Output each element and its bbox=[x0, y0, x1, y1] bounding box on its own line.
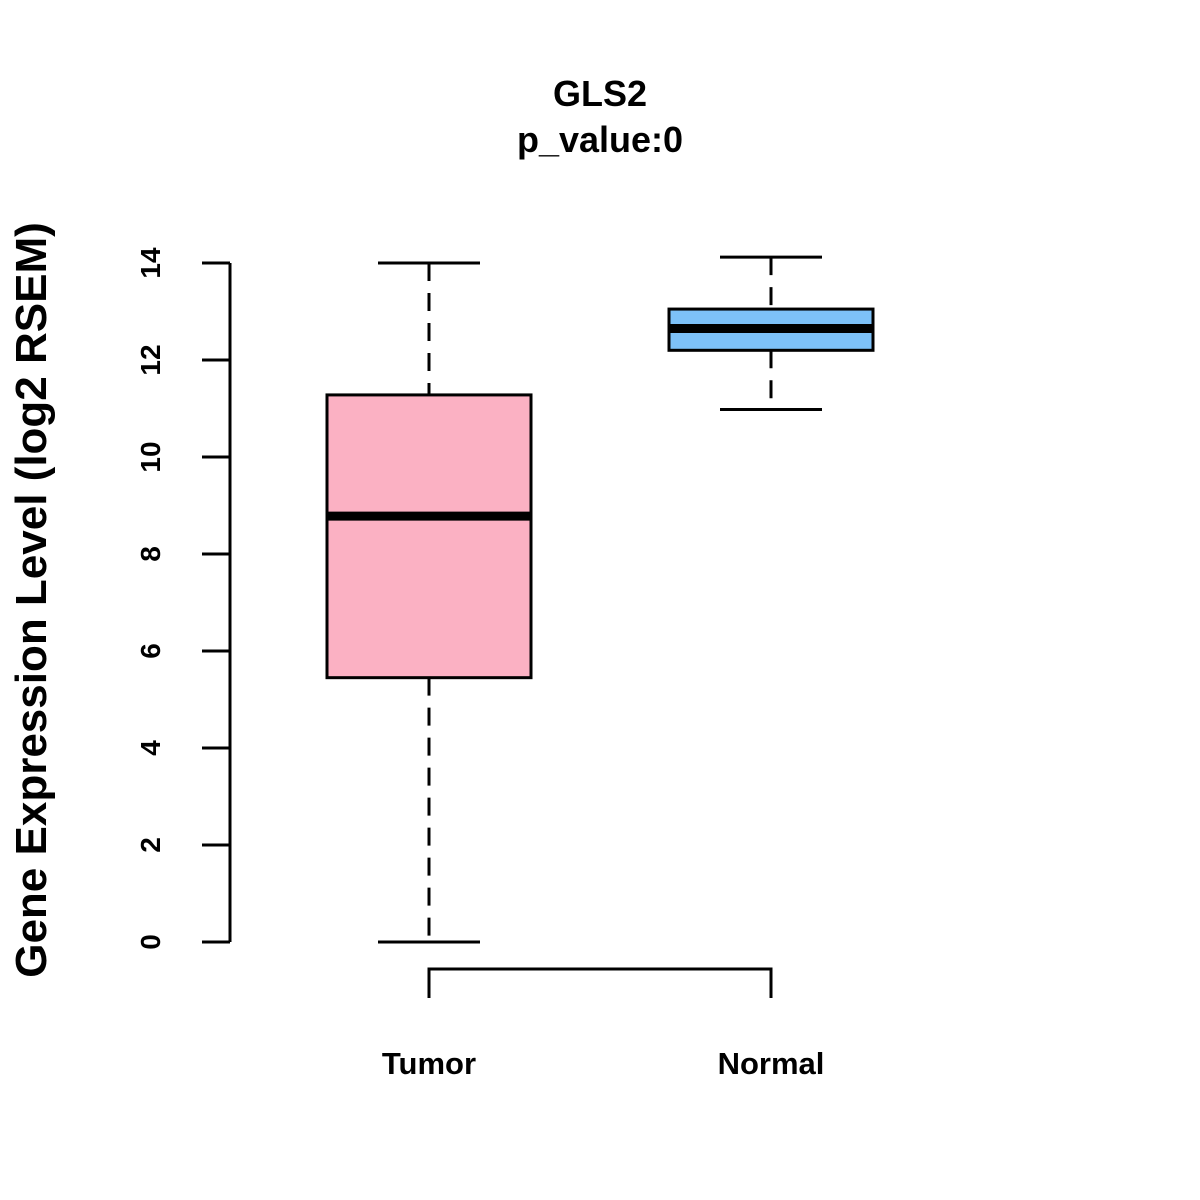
y-tick-label: 6 bbox=[135, 643, 166, 659]
tumor-box bbox=[325, 393, 533, 680]
x-category-label-normal: Normal bbox=[718, 1046, 825, 1081]
y-tick-label: 14 bbox=[135, 247, 166, 279]
y-tick-label: 12 bbox=[135, 344, 166, 375]
y-tick-label: 0 bbox=[135, 934, 166, 950]
y-axis-ticks: 0 2 4 6 8 10 12 14 bbox=[135, 247, 230, 950]
x-category-label-tumor: Tumor bbox=[382, 1046, 476, 1081]
y-tick-label: 4 bbox=[135, 740, 166, 756]
chart-title: GLS2 bbox=[553, 73, 647, 114]
chart-subtitle: p_value:0 bbox=[517, 119, 683, 160]
y-tick-label: 8 bbox=[135, 546, 166, 562]
x-axis-category-labels: Tumor Normal bbox=[382, 1046, 824, 1081]
box-group bbox=[325, 255, 875, 944]
y-tick-label: 10 bbox=[135, 441, 166, 472]
comparison-bracket bbox=[427, 967, 773, 998]
y-tick-label: 2 bbox=[135, 837, 166, 853]
y-axis-label: Gene Expression Level (log2 RSEM) bbox=[7, 222, 56, 978]
